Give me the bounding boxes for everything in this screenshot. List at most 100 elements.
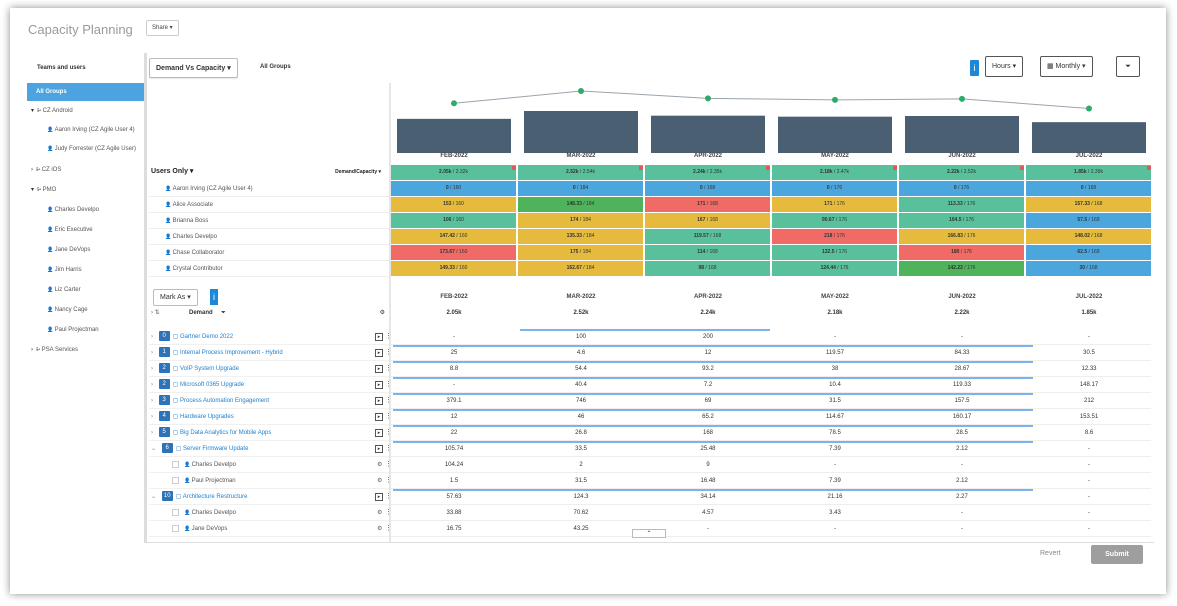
demand-value[interactable]: - — [834, 526, 836, 532]
row-menu-icon[interactable]: ⋮ — [385, 445, 392, 452]
demand-value[interactable]: - — [1088, 446, 1090, 452]
capacity-cell[interactable]: 104.5 / 176 — [899, 213, 1025, 228]
gear-icon[interactable]: ⚙ — [377, 478, 383, 484]
demand-value[interactable]: 16.48 — [700, 478, 716, 484]
tree-item[interactable]: 👤 Jane DeVops — [27, 241, 144, 259]
tree-item[interactable]: All Groups — [27, 83, 144, 101]
demand-value[interactable]: 4.6 — [576, 350, 586, 356]
demand-value[interactable]: 153.51 — [1079, 414, 1099, 420]
demand-value[interactable]: 84.33 — [954, 350, 970, 356]
capacity-cell[interactable]: 0 / 176 — [899, 181, 1025, 196]
demand-value[interactable]: 69 — [704, 398, 712, 404]
gear-icon[interactable]: ⚙ — [377, 510, 383, 516]
row-menu-icon[interactable]: ⋮ — [385, 381, 392, 388]
total-cell[interactable]: 2.52k / 2.54k — [518, 165, 644, 180]
demand-value[interactable]: 3.43 — [829, 510, 841, 516]
gear-icon[interactable]: ⚙ — [377, 526, 383, 532]
tree-item[interactable]: 👤 Aaron Irving (CZ Agile User 4) — [27, 121, 144, 139]
capacity-cell[interactable]: 62.5 / 168 — [1026, 245, 1152, 260]
demand-value[interactable]: 43.25 — [573, 526, 589, 532]
monthly-dropdown[interactable]: ▦ Monthly ▾ — [1040, 56, 1093, 77]
row-menu-icon[interactable]: ⋮ — [385, 509, 392, 516]
demand-value[interactable]: 57.63 — [446, 494, 462, 500]
tree-item[interactable]: ▾ ꔻ PMO — [27, 181, 144, 199]
capacity-cell[interactable]: 180 / 176 — [899, 245, 1025, 260]
expand-icon[interactable]: › — [151, 414, 155, 420]
demand-value[interactable]: 40.4 — [575, 382, 587, 388]
chevron-icon[interactable]: ▾ — [31, 108, 35, 114]
demand-value[interactable]: 114.67 — [826, 414, 844, 420]
demand-value[interactable]: - — [834, 334, 836, 340]
tree-item[interactable]: 👤 Jim Harris — [27, 261, 144, 279]
capacity-cell[interactable]: 174 / 184 — [518, 213, 644, 228]
demand-value[interactable]: 54.4 — [575, 366, 587, 372]
expand-icon[interactable]: ⌄ — [151, 494, 158, 500]
capacity-cell[interactable]: 149.33 / 160 — [391, 261, 517, 276]
edit-icon[interactable]: ▸ — [375, 429, 383, 437]
demand-value[interactable]: 4.57 — [702, 510, 714, 516]
expand-icon[interactable]: › — [151, 334, 155, 340]
capacity-cell[interactable]: 167 / 168 — [645, 213, 771, 228]
checkbox[interactable] — [172, 460, 179, 468]
demand-value[interactable]: 33.88 — [446, 510, 462, 516]
demand-name[interactable]: Hardware Upgrades — [180, 414, 234, 420]
capacity-cell[interactable]: 148.33 / 184 — [518, 197, 644, 212]
demand-value[interactable]: - — [961, 526, 963, 532]
demand-value[interactable]: 8.6 — [1084, 430, 1094, 436]
demand-value[interactable]: 10.4 — [829, 382, 841, 388]
demand-value[interactable]: 12 — [704, 350, 712, 356]
demand-name[interactable]: Microsoft 0365 Upgrade — [180, 382, 245, 388]
demand-value[interactable]: - — [453, 334, 455, 340]
row-menu-icon[interactable]: ⋮ — [385, 525, 392, 532]
capacity-cell[interactable]: 147.42 / 160 — [391, 229, 517, 244]
row-menu-icon[interactable]: ⋮ — [385, 493, 392, 500]
demand-value[interactable]: 148.17 — [1079, 382, 1099, 388]
gear-icon[interactable]: ⚙ — [379, 310, 385, 316]
capacity-cell[interactable]: 124.44 / 176 — [772, 261, 898, 276]
demand-value[interactable]: 119.33 — [953, 382, 971, 388]
total-cell[interactable]: 2.22k / 2.52k — [899, 165, 1025, 180]
checkbox[interactable] — [172, 508, 179, 516]
tree-item[interactable]: 👤 Eric Executive — [27, 221, 144, 239]
total-cell[interactable]: 2.24k / 2.35k — [645, 165, 771, 180]
edit-icon[interactable]: ▸ — [375, 381, 383, 389]
expand-icon[interactable]: › — [151, 430, 155, 436]
demand-value[interactable]: 21.16 — [827, 494, 843, 500]
demand-value[interactable]: 124.3 — [573, 494, 589, 500]
capacity-cell[interactable]: 90.67 / 176 — [772, 213, 898, 228]
row-menu-icon[interactable]: ⋮ — [385, 397, 392, 404]
demand-value[interactable]: 31.5 — [829, 398, 841, 404]
mark-as-dropdown[interactable]: Mark As ▾ — [153, 289, 198, 306]
demand-value[interactable]: 28.67 — [954, 366, 970, 372]
capacity-cell[interactable]: 98 / 168 — [645, 261, 771, 276]
capacity-cell[interactable]: 119.57 / 168 — [645, 229, 771, 244]
edit-icon[interactable]: ▸ — [375, 413, 383, 421]
demand-value[interactable]: 379.1 — [446, 398, 462, 404]
expand-icon[interactable]: ⌄ — [151, 446, 158, 452]
demand-name[interactable]: Server Firmware Update — [183, 446, 249, 452]
demand-value[interactable]: 7.39 — [829, 478, 841, 484]
capacity-cell[interactable]: 135.33 / 184 — [518, 229, 644, 244]
demand-value[interactable]: 78.5 — [829, 430, 841, 436]
capacity-cell[interactable]: 106 / 160 — [391, 213, 517, 228]
demand-value[interactable]: 100 — [575, 334, 586, 340]
capacity-cell[interactable]: 132.5 / 176 — [772, 245, 898, 260]
chevron-icon[interactable]: ▾ — [31, 187, 35, 193]
demand-value[interactable]: 46 — [577, 414, 585, 420]
demand-name[interactable]: Architecture Restructure — [182, 494, 248, 500]
total-cell[interactable]: 2.05k / 2.32k — [391, 165, 517, 180]
demand-value[interactable]: 16.75 — [446, 526, 462, 532]
users-only-dropdown[interactable]: Users Only ▾ — [151, 168, 194, 175]
edit-icon[interactable]: ▸ — [375, 365, 383, 373]
chevron-icon[interactable]: › — [31, 347, 33, 353]
hours-dropdown[interactable]: Hours ▾ — [985, 56, 1024, 77]
total-cell[interactable]: 1.85k / 2.39k — [1026, 165, 1152, 180]
demand-name[interactable]: Internal Process Improvement - Hybrid — [180, 350, 283, 356]
scroll-up-button[interactable]: ⌃ — [632, 529, 666, 538]
share-button[interactable]: Share ▾ — [146, 20, 179, 36]
view-dropdown[interactable]: Demand Vs Capacity ▾ — [149, 58, 238, 78]
demand-value[interactable]: - — [1088, 526, 1090, 532]
demand-value[interactable]: 2 — [579, 462, 583, 468]
demand-value[interactable]: 2.12 — [956, 446, 968, 452]
row-menu-icon[interactable]: ⋮ — [385, 349, 392, 356]
